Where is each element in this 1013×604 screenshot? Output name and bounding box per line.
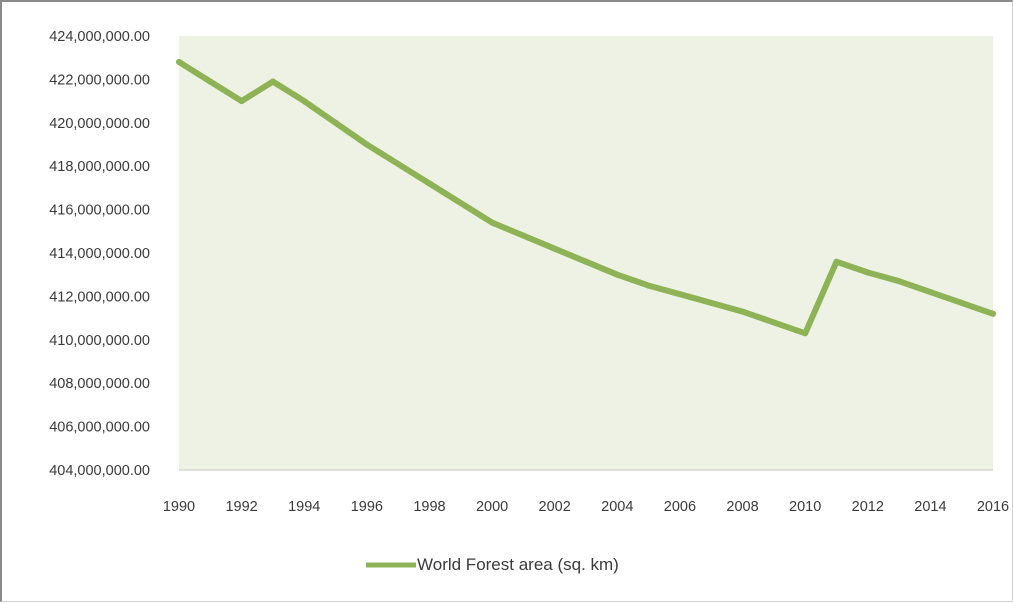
data-point <box>864 269 871 276</box>
y-tick-label: 420,000,000.00 <box>49 116 150 132</box>
data-point <box>645 282 652 289</box>
y-tick-label: 414,000,000.00 <box>49 246 150 262</box>
data-point <box>770 319 777 326</box>
y-axis-ticks: 424,000,000.00 422,000,000.00 420,000,000.… <box>49 29 150 479</box>
legend-label: World Forest area (sq. km) <box>417 555 619 574</box>
data-point <box>958 299 965 306</box>
data-point <box>551 245 558 252</box>
data-point <box>176 59 182 65</box>
data-point <box>426 180 433 187</box>
x-tick-label: 2012 <box>852 499 884 515</box>
data-point <box>489 219 496 226</box>
data-point <box>614 271 621 278</box>
x-tick-label: 1992 <box>225 499 257 515</box>
x-tick-label: 2000 <box>476 499 508 515</box>
data-point <box>301 98 308 105</box>
data-point <box>739 308 746 315</box>
y-tick-label: 422,000,000.00 <box>49 72 150 88</box>
y-tick-label: 410,000,000.00 <box>49 333 150 349</box>
x-tick-label: 2014 <box>914 499 946 515</box>
x-axis-ticks: 1990 1992 1994 1996 1998 2000 2002 2004 2006 2008… <box>163 499 1009 515</box>
data-point <box>802 330 809 337</box>
y-tick-label: 412,000,000.00 <box>49 289 150 305</box>
y-tick-label: 418,000,000.00 <box>49 159 150 175</box>
data-point <box>520 232 527 239</box>
data-point <box>583 258 589 265</box>
data-point <box>269 78 276 85</box>
data-point <box>927 289 934 296</box>
x-tick-label: 2008 <box>726 499 758 515</box>
x-tick-label: 2006 <box>664 499 696 515</box>
data-point <box>708 299 715 306</box>
y-tick-label: 424,000,000.00 <box>49 29 150 45</box>
legend: World Forest area (sq. km) <box>366 555 619 574</box>
x-tick-label: 2016 <box>977 499 1009 515</box>
series-layer <box>176 59 996 337</box>
x-tick-label: 2010 <box>789 499 821 515</box>
y-tick-label: 406,000,000.00 <box>49 420 150 436</box>
data-point <box>238 98 245 105</box>
x-tick-label: 2004 <box>601 499 633 515</box>
data-point <box>395 161 402 167</box>
x-tick-label: 1996 <box>351 499 383 515</box>
data-point <box>833 258 840 265</box>
data-point <box>676 291 683 298</box>
y-tick-label: 416,000,000.00 <box>49 203 150 219</box>
x-tick-label: 2002 <box>539 499 571 515</box>
y-tick-label: 404,000,000.00 <box>49 463 150 479</box>
x-tick-label: 1994 <box>288 499 320 515</box>
data-point <box>363 141 370 148</box>
data-point <box>896 278 903 285</box>
x-tick-label: 1998 <box>413 499 445 515</box>
y-tick-label: 408,000,000.00 <box>49 376 150 392</box>
data-point <box>207 78 214 85</box>
data-point <box>990 310 996 317</box>
data-point <box>457 200 464 207</box>
x-tick-label: 1990 <box>163 499 195 515</box>
data-point <box>332 119 339 126</box>
